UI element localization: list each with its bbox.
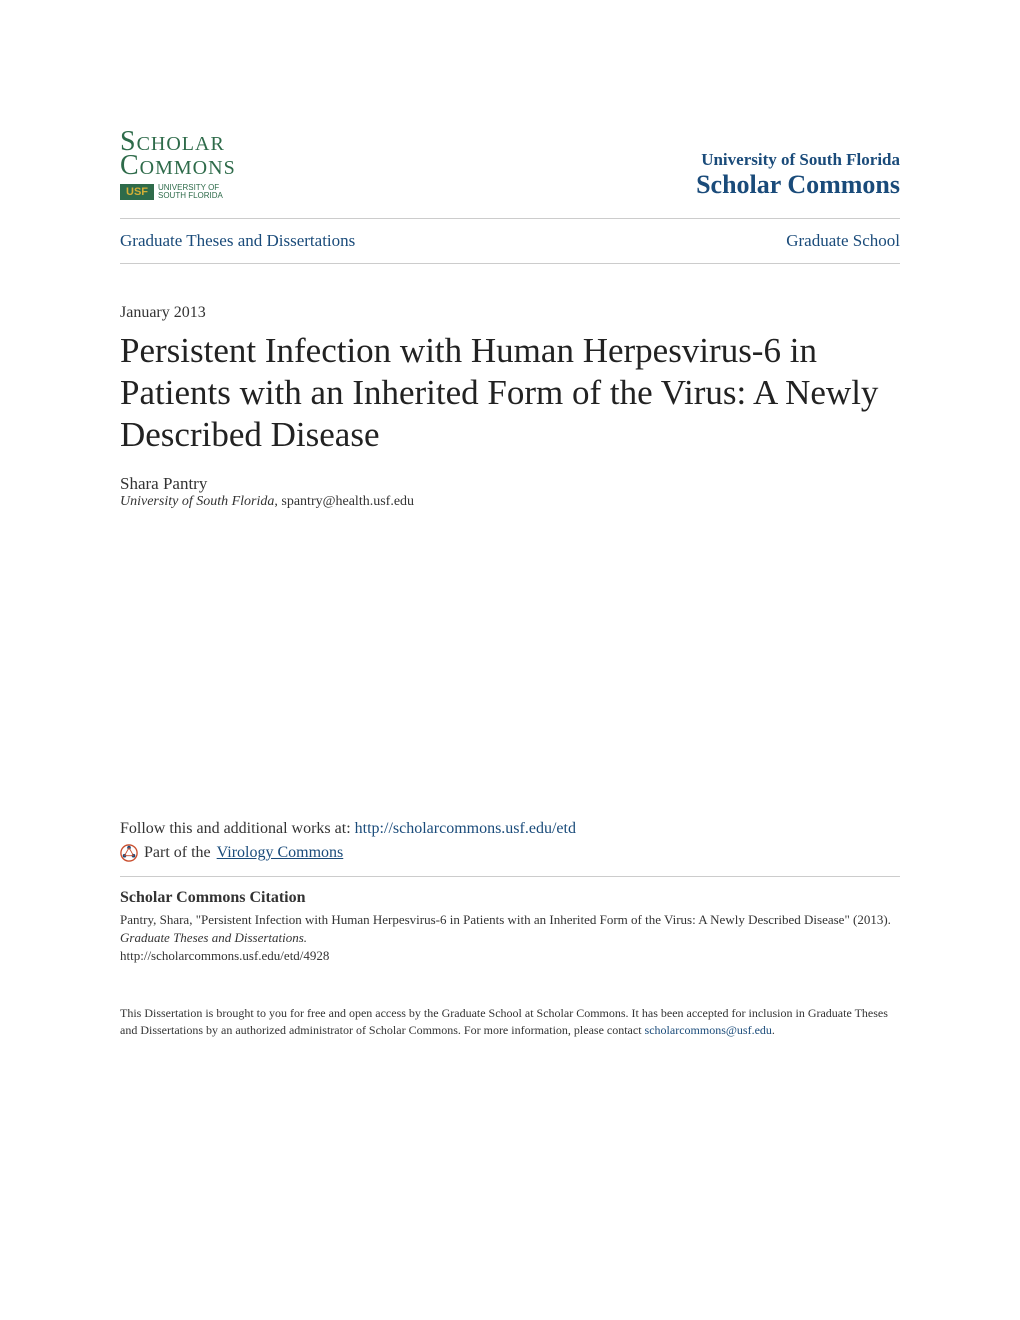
nav-row: Graduate Theses and Dissertations Gradua… [120,219,900,263]
nav-school-link[interactable]: Graduate School [786,231,900,251]
citation-block: Scholar Commons Citation Pantry, Shara, … [120,889,900,966]
institution-name: University of South Florida [696,150,900,170]
usf-logo-bar: USF UNIVERSITY OF SOUTH FLORIDA [120,184,236,200]
spacer [120,510,900,820]
divider-nav [120,263,900,264]
usf-label: UNIVERSITY OF SOUTH FLORIDA [158,184,223,200]
logo-commons-word: Commons [120,150,236,181]
nav-collection-link[interactable]: Graduate Theses and Dissertations [120,231,355,251]
follow-url-link[interactable]: http://scholarcommons.usf.edu/etd [355,820,576,837]
scholar-commons-logo: Scholar Commons [120,130,236,178]
institution-block[interactable]: University of South Florida Scholar Comm… [696,150,900,200]
author-name: Shara Pantry [120,474,900,494]
follow-line: Follow this and additional works at: htt… [120,820,900,838]
citation-heading: Scholar Commons Citation [120,889,900,907]
contact-email-link[interactable]: scholarcommons@usf.edu [645,1023,772,1037]
network-icon [120,844,138,862]
usf-badge: USF [120,184,154,200]
publication-date: January 2013 [120,304,900,322]
paper-title: Persistent Infection with Human Herpesvi… [120,330,900,456]
citation-url: http://scholarcommons.usf.edu/etd/4928 [120,948,329,963]
repository-name: Scholar Commons [696,170,900,200]
header-row: Scholar Commons USF UNIVERSITY OF SOUTH … [120,130,900,200]
author-email: , spantry@health.usf.edu [274,494,414,509]
citation-text: Pantry, Shara, "Persistent Infection wit… [120,911,900,966]
footer-text: This Dissertation is brought to you for … [120,1005,900,1039]
logo-block[interactable]: Scholar Commons USF UNIVERSITY OF SOUTH … [120,130,236,200]
part-of-line: Part of the Virology Commons [120,844,900,862]
author-affiliation: University of South Florida, spantry@hea… [120,494,900,510]
subject-commons-link[interactable]: Virology Commons [217,844,344,862]
divider-citation [120,876,900,877]
part-of-prefix: Part of the [144,844,211,862]
